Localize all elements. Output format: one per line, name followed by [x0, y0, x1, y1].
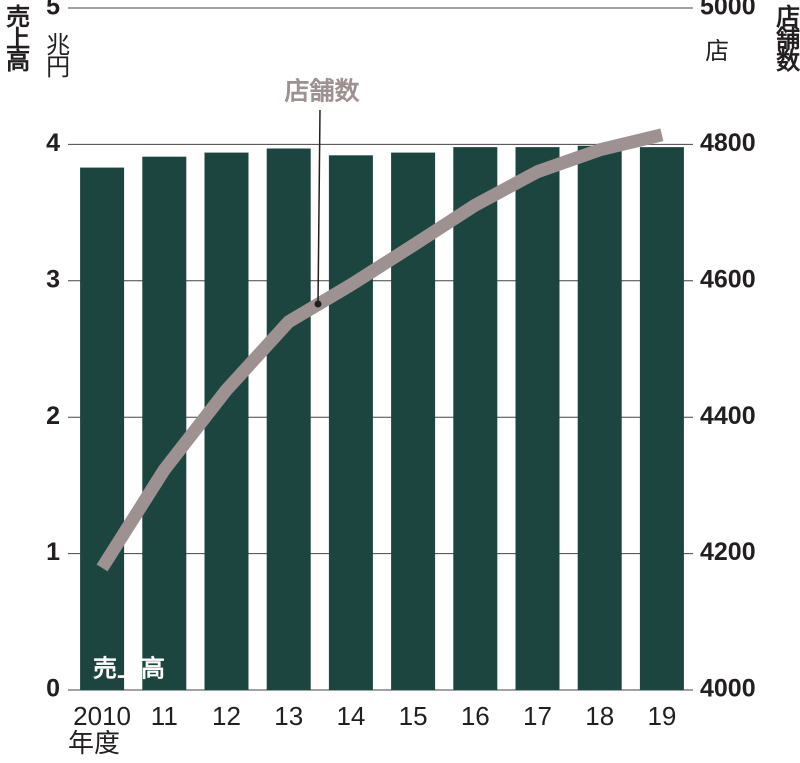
x-tick-label: 11 [151, 701, 178, 731]
bar [328, 155, 373, 690]
bar [266, 148, 311, 690]
y2-axis-unit: 店 [701, 38, 729, 62]
y-axis-unit: 兆円 [42, 32, 69, 78]
bar [515, 147, 560, 691]
leader-dot [314, 300, 322, 308]
x-tick-label: 14 [336, 701, 365, 731]
y2-axis-title: 店舗数 [772, 4, 800, 73]
y2-tick-label: 4600 [700, 265, 756, 293]
x-tick-label: 18 [585, 701, 614, 731]
bar [142, 156, 187, 690]
x-tick-label: 16 [461, 701, 490, 731]
line-series-label: 店舗数 [284, 78, 360, 106]
bar [577, 145, 622, 690]
x-tick-label: 19 [647, 701, 676, 731]
y-tick-label: 0 [46, 675, 60, 703]
y-axis-title: 売上高 [2, 4, 30, 72]
x-tick-label: 13 [274, 701, 303, 731]
y-tick-label: 4 [46, 129, 60, 157]
y2-tick-label: 4200 [700, 538, 756, 566]
bar [639, 147, 684, 691]
y-tick-label: 5 [46, 0, 60, 21]
y-tick-label: 3 [46, 265, 60, 293]
x-tick-label: 12 [212, 701, 241, 731]
y2-tick-label: 4000 [700, 675, 756, 703]
y2-tick-label: 4400 [700, 402, 756, 430]
leader-line [317, 109, 321, 305]
bar [453, 147, 498, 691]
bar-series-label: 売上高 [93, 654, 165, 682]
y2-tick-label: 5000 [700, 0, 756, 21]
y2-tick-label: 4800 [700, 129, 756, 157]
y-tick-label: 1 [46, 538, 60, 566]
x-axis-title: 年度 [68, 728, 120, 758]
bar [204, 152, 249, 691]
x-tick-label: 17 [523, 701, 552, 731]
y-tick-label: 2 [46, 402, 60, 430]
x-tick-label: 2010 [73, 701, 131, 731]
line [96, 128, 664, 572]
bar [80, 167, 125, 690]
x-tick-label: 15 [399, 701, 428, 731]
